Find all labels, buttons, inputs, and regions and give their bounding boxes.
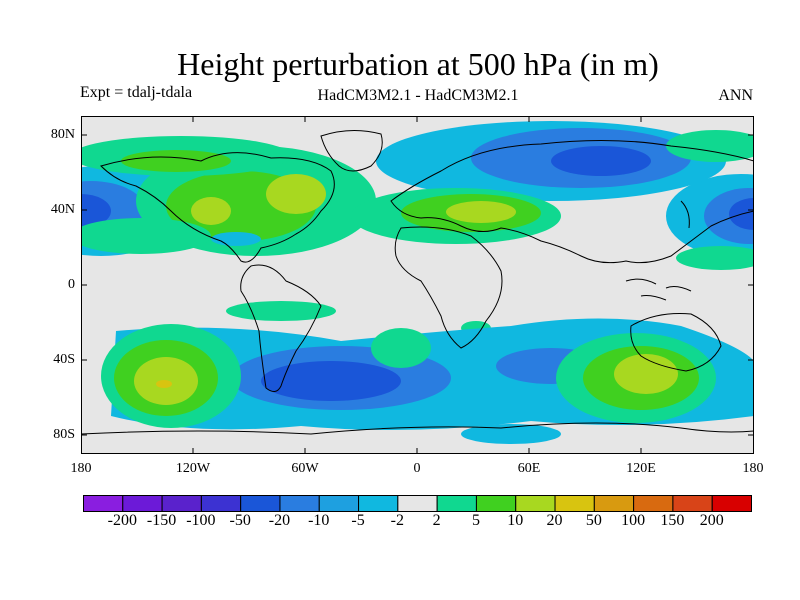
greenland-coast bbox=[320, 130, 383, 172]
colorbar-swatch bbox=[672, 495, 713, 512]
eurasia-coast bbox=[390, 139, 754, 264]
lon-label-120w: 120W bbox=[175, 461, 211, 476]
lat-label-80n: 80N bbox=[50, 127, 75, 142]
lat-label-40s: 40S bbox=[53, 352, 75, 367]
ticks bbox=[81, 116, 754, 454]
colorbar-label: 2 bbox=[432, 512, 441, 529]
lat-label-0: 0 bbox=[68, 277, 75, 292]
experiment-label: Expt = tdalj-tdala bbox=[80, 84, 193, 101]
colorbar-swatch bbox=[200, 495, 242, 512]
colorbar-swatch bbox=[358, 495, 399, 512]
north-america-coast bbox=[100, 152, 335, 263]
colorbar-swatch bbox=[83, 495, 124, 512]
colorbar-swatch bbox=[711, 495, 752, 512]
colorbar-label: -200 bbox=[107, 512, 137, 529]
indonesia-coast bbox=[625, 278, 692, 301]
coastlines bbox=[81, 130, 754, 435]
colorbar-swatch bbox=[633, 495, 674, 512]
antarctica-coast bbox=[81, 422, 754, 435]
contour-fills bbox=[81, 121, 754, 454]
lat-label-80s: 80S bbox=[53, 427, 75, 442]
africa-coast bbox=[394, 226, 503, 349]
lon-label-180w: 180 bbox=[70, 461, 92, 476]
colorbar-swatch bbox=[515, 495, 556, 512]
colorbar-label: -5 bbox=[351, 512, 365, 529]
model-label: HadCM3M2.1 - HadCM3M2.1 bbox=[317, 87, 519, 104]
colorbar-label: -100 bbox=[186, 512, 216, 529]
lon-label-60w: 60W bbox=[291, 461, 319, 476]
lat-label-40n: 40N bbox=[50, 202, 75, 217]
colorbar-swatch bbox=[593, 495, 635, 512]
colorbar-label: -10 bbox=[308, 512, 330, 529]
lon-label-60e: 60E bbox=[517, 461, 541, 476]
colorbar-swatch bbox=[397, 495, 438, 512]
colorbar-swatch bbox=[161, 495, 202, 512]
colorbar-label: 200 bbox=[699, 512, 724, 529]
colorbar-label: 100 bbox=[621, 512, 646, 529]
colorbar-label: -50 bbox=[229, 512, 251, 529]
lon-label-120e: 120E bbox=[626, 461, 656, 476]
colorbar-swatch bbox=[122, 495, 163, 512]
colorbar-swatch bbox=[318, 495, 360, 512]
colorbar-swatch bbox=[554, 495, 595, 512]
japan-coast bbox=[680, 200, 690, 229]
lon-label-0: 0 bbox=[413, 461, 421, 476]
map-title: Height perturbation at 500 hPa (in m) bbox=[177, 46, 659, 82]
colorbar-swatch bbox=[240, 495, 281, 512]
colorbar-swatch bbox=[436, 495, 477, 512]
colorbar-label: 150 bbox=[660, 512, 685, 529]
height-perturbation-map bbox=[81, 116, 754, 454]
south-america-coast bbox=[240, 264, 322, 392]
colorbar-label: -150 bbox=[146, 512, 177, 529]
colorbar-swatch bbox=[279, 495, 320, 512]
colorbar-label: 50 bbox=[585, 512, 602, 529]
australia-coast bbox=[630, 313, 722, 372]
colorbar-label: 5 bbox=[471, 512, 480, 529]
colorbar-label: 20 bbox=[546, 512, 563, 529]
colorbar-label: -20 bbox=[268, 512, 291, 529]
lon-label-180e: 180 bbox=[742, 461, 764, 476]
colorbar bbox=[83, 495, 752, 512]
colorbar-label: -2 bbox=[390, 512, 404, 529]
colorbar-label: 10 bbox=[507, 512, 524, 529]
season-label: ANN bbox=[718, 87, 753, 104]
colorbar-swatch bbox=[475, 495, 517, 512]
